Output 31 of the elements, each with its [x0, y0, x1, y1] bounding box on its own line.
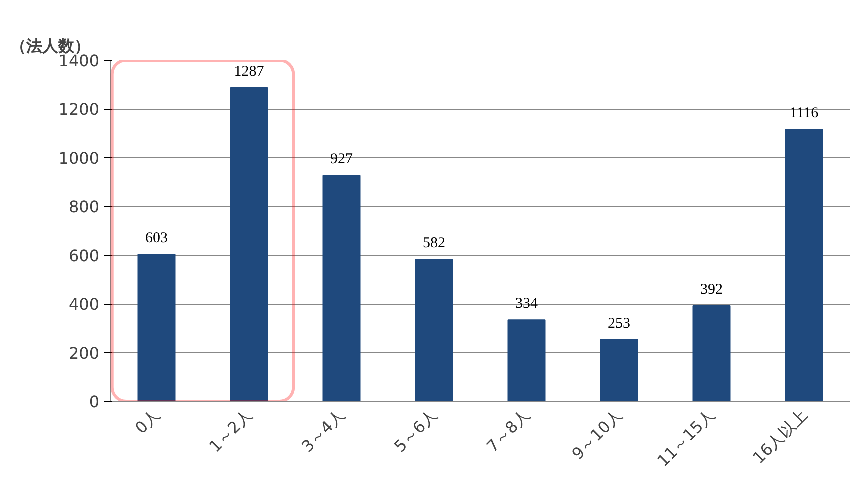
x-tick-label: 16人以上 — [749, 406, 811, 468]
y-tick-label: 400 — [68, 295, 100, 314]
x-tick-label: 0人 — [132, 406, 164, 438]
bar — [508, 320, 546, 402]
data-label: 392 — [700, 282, 723, 298]
bar — [785, 129, 824, 402]
bar — [692, 306, 731, 402]
data-label: 603 — [146, 230, 168, 247]
data-label: 1287 — [234, 64, 265, 80]
data-label: 334 — [516, 296, 538, 312]
y-tick-label: 200 — [68, 344, 100, 363]
bar — [138, 254, 176, 402]
bar — [415, 259, 454, 402]
data-label: 927 — [330, 152, 354, 168]
x-tick-label: 9～10人 — [568, 406, 626, 464]
data-label: 253 — [608, 316, 630, 332]
x-tick-label: 7～8人 — [483, 406, 534, 456]
y-tick-label: 600 — [68, 246, 100, 266]
x-tick-label: 11～15人 — [654, 406, 718, 471]
bar — [322, 175, 361, 402]
data-label: 1116 — [790, 106, 820, 122]
x-tick-label: 1～2人 — [206, 406, 256, 456]
bar — [600, 339, 638, 402]
y-tick-label: 1200 — [58, 100, 100, 120]
data-label: 582 — [423, 236, 446, 252]
y-tick-label: 800 — [68, 198, 100, 217]
y-tick-label: 0 — [89, 392, 100, 412]
x-tick-label: 3～4人 — [298, 406, 348, 456]
x-tick-label: 5～6人 — [390, 406, 441, 456]
y-tick-label: 1000 — [58, 148, 100, 168]
bar — [230, 88, 268, 402]
